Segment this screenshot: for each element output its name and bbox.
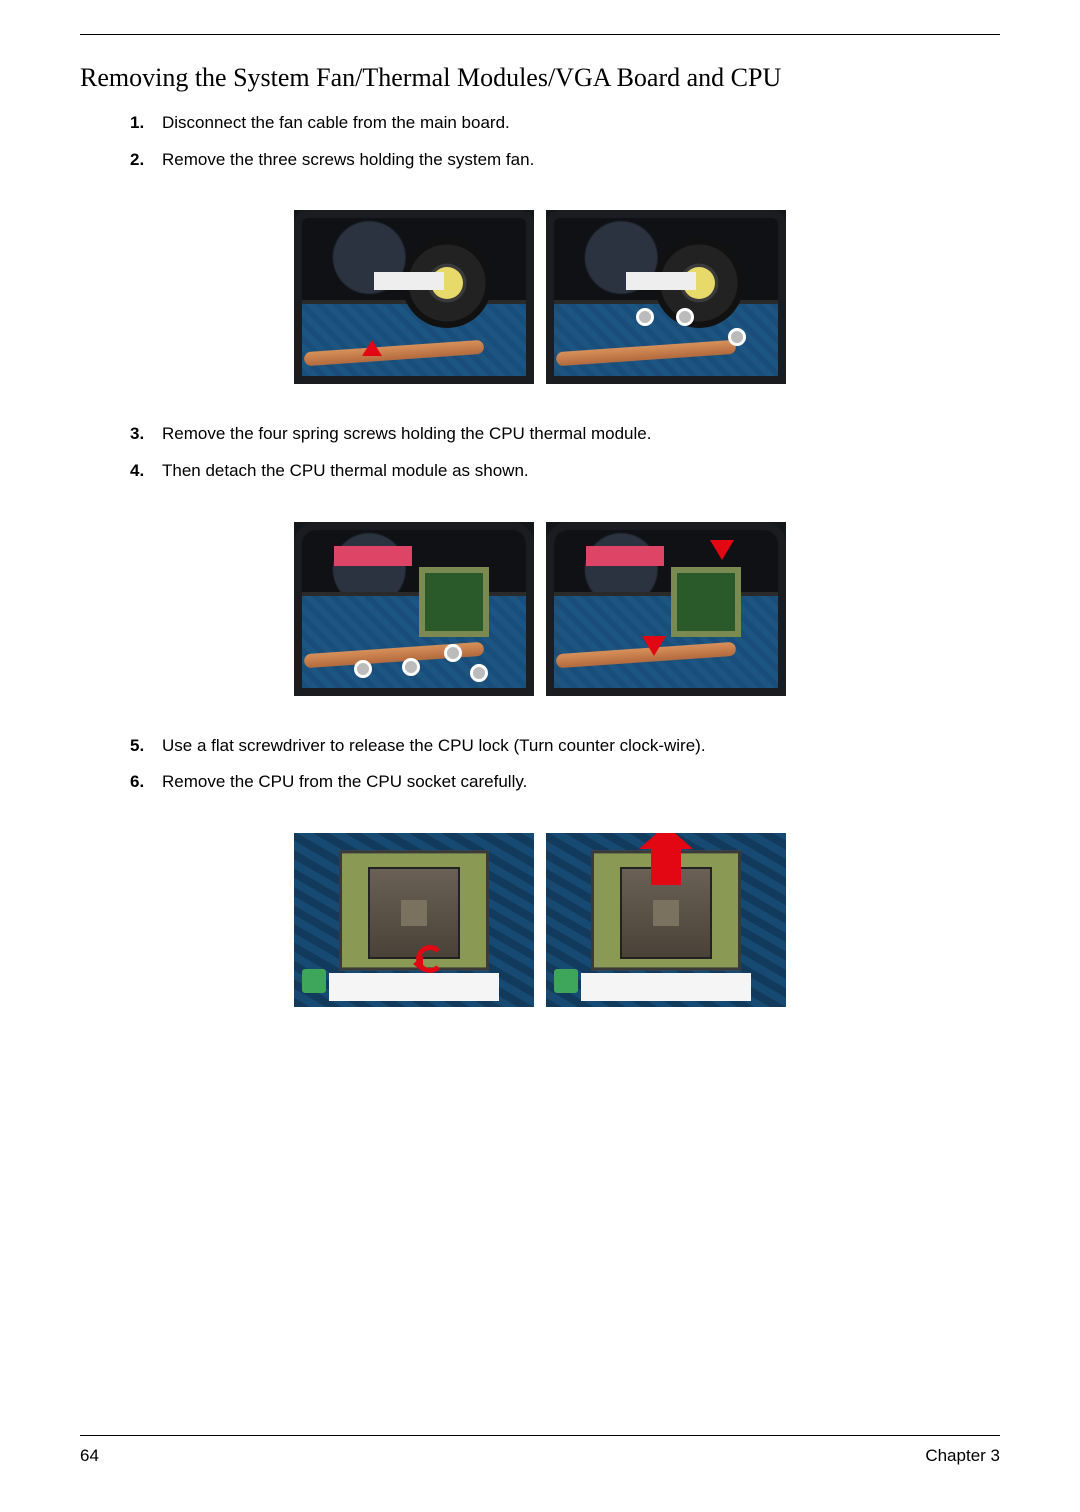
step-text: Remove the CPU from the CPU socket caref… xyxy=(162,770,1000,795)
step-number: 4. xyxy=(130,459,162,484)
header-rule xyxy=(80,34,1000,35)
step-text: Disconnect the fan cable from the main b… xyxy=(162,111,1000,136)
figure-cpu-unlock xyxy=(294,833,534,1007)
step-number: 6. xyxy=(130,770,162,795)
step-number: 2. xyxy=(130,148,162,173)
step-1: 1. Disconnect the fan cable from the mai… xyxy=(130,111,1000,136)
step-number: 1. xyxy=(130,111,162,136)
step-list: 3. Remove the four spring screws holding… xyxy=(80,422,1000,483)
figure-pair-3 xyxy=(80,833,1000,1007)
figure-fan-screws xyxy=(546,210,786,384)
page-footer: 64 Chapter 3 xyxy=(80,1435,1000,1466)
step-4: 4. Then detach the CPU thermal module as… xyxy=(130,459,1000,484)
step-3: 3. Remove the four spring screws holding… xyxy=(130,422,1000,447)
step-list: 1. Disconnect the fan cable from the mai… xyxy=(80,111,1000,172)
chapter-label: Chapter 3 xyxy=(925,1446,1000,1466)
figure-fan-cable xyxy=(294,210,534,384)
step-6: 6. Remove the CPU from the CPU socket ca… xyxy=(130,770,1000,795)
figure-thermal-screws xyxy=(294,522,534,696)
page-number: 64 xyxy=(80,1446,99,1466)
step-text: Use a flat screwdriver to release the CP… xyxy=(162,734,1000,759)
step-number: 5. xyxy=(130,734,162,759)
step-text: Then detach the CPU thermal module as sh… xyxy=(162,459,1000,484)
step-number: 3. xyxy=(130,422,162,447)
step-2: 2. Remove the three screws holding the s… xyxy=(130,148,1000,173)
step-text: Remove the four spring screws holding th… xyxy=(162,422,1000,447)
figure-thermal-remove xyxy=(546,522,786,696)
figure-cpu-remove xyxy=(546,833,786,1007)
section-title: Removing the System Fan/Thermal Modules/… xyxy=(80,63,1000,93)
step-5: 5. Use a flat screwdriver to release the… xyxy=(130,734,1000,759)
figure-pair-1 xyxy=(80,210,1000,384)
step-text: Remove the three screws holding the syst… xyxy=(162,148,1000,173)
figure-pair-2 xyxy=(80,522,1000,696)
step-list: 5. Use a flat screwdriver to release the… xyxy=(80,734,1000,795)
